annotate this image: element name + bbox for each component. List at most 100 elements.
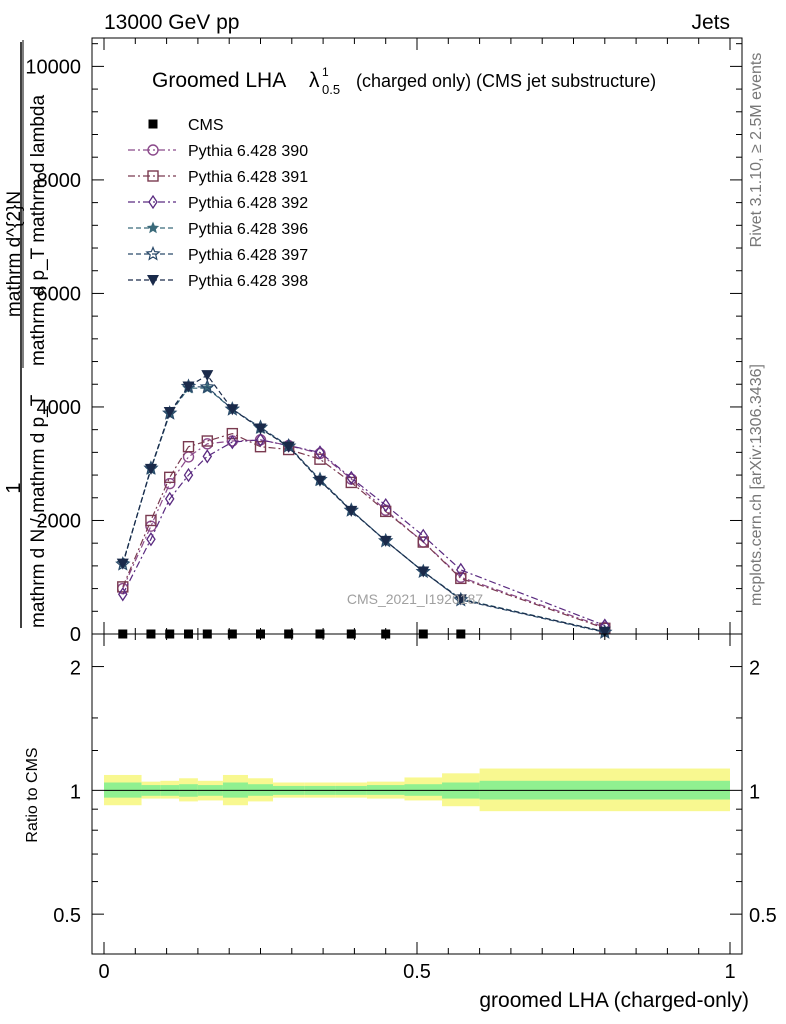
legend-label: Pythia 6.428 398 [188,273,308,290]
series-3-point [418,528,429,543]
ratio-ylabel: Ratio to CMS [24,747,41,842]
plot-title: Groomed LHA λ 1 0.5 (charged only) (CMS … [152,65,656,97]
ylabel-fraction-top: mathrm d^{2}N [4,191,25,317]
y-tick-label: 6000 [37,283,82,305]
ratio-y-tick-label-right: 0.5 [749,905,777,927]
legend-entry: Pythia 6.428 391 [128,169,308,186]
series-3-point [315,445,325,460]
series-3-point [346,470,357,486]
series-3-point [202,449,213,464]
series-2-point [254,440,267,453]
title-lambda: λ [309,69,320,92]
series-6-point [417,566,430,578]
series-2-point [164,471,176,484]
legend-marker [147,170,159,182]
y-tick-label: 4000 [37,397,82,419]
legend-marker [146,221,160,234]
series-6-point [345,505,358,517]
series-3-point [117,587,128,602]
ylabel-denominator: mathrm d N / mathrm d p_T [28,394,49,628]
rivet-label: Rivet 3.1.10, ≥ 2.5M events [748,53,765,248]
series-2-point [455,572,467,585]
legend-marker [148,119,158,129]
series-3-point [456,562,466,578]
series-3-line [122,439,606,627]
series-6-point [598,626,611,638]
ratio-bands [104,768,730,812]
y-tick-label: 8000 [37,170,82,192]
series-6-point [144,463,157,475]
x-tick-label: 1 [724,961,735,983]
series-6-point [163,407,176,419]
title-sup: 1 [322,65,329,79]
ylabel-fraction-bottom: mathrm d p_T mathrm d lambda [28,95,49,366]
ratio-panel: 0.5 0.5 1 1 2 2 0 0.5 1 [53,633,777,983]
series-6 [116,370,611,638]
legend-label: Pythia 6.428 392 [188,195,308,212]
series-3-point [146,532,156,547]
watermark: CMS_2021_I1920187 [347,591,483,607]
ratio-frame [91,633,743,955]
series-6-point [116,558,129,570]
header-left: 13000 GeV pp [104,11,239,34]
series-6-point [313,475,326,487]
legend-label: Pythia 6.428 396 [188,221,308,238]
legend-label: CMS [188,117,224,134]
ylabel-numerator: 1 [3,482,25,493]
ratio-axes: 0.5 0.5 1 1 2 2 0 0.5 1 [53,634,777,983]
series-6-point [201,370,214,382]
series-6-point [454,594,467,606]
main-axes: 0 2000 4000 6000 8000 10000 [25,38,742,646]
ratio-y-tick-label-right: 1 [749,781,760,803]
series-2-point [226,427,239,440]
legend-marker [147,144,159,156]
series-2-point [117,581,129,593]
legend-label: Pythia 6.428 390 [188,143,308,160]
legend-entry: Pythia 6.428 397 [128,245,308,264]
x-tick-label: 0.5 [403,961,431,983]
legend-entry: Pythia 6.428 398 [128,273,308,290]
series-1-point [164,477,176,490]
series-6-point [282,441,295,453]
series-3-point [380,497,391,513]
series-6-point [254,423,267,435]
ratio-y-tick-label: 2 [70,658,81,680]
series-2-point [201,435,213,447]
legend: CMS Pythia 6.428 390 Pythia 6.428 391 Pythi… [128,117,308,290]
series-6-point [379,535,392,547]
series-3-point [255,432,266,448]
legend-entry: Pythia 6.428 396 [128,221,308,238]
title-suffix: (charged only) (CMS jet substructure) [356,71,656,91]
ratio-y-tick-label: 0.5 [53,905,81,927]
x-axis-label: groomed LHA (charged-only) [479,989,749,1012]
legend-entry: Pythia 6.428 392 [128,194,308,212]
series-5-point [199,379,215,394]
series-6-point [226,404,239,416]
header-right: Jets [691,11,730,34]
y-tick-label: 2000 [37,510,82,532]
series-3-point [183,467,194,483]
mcplots-label: mcplots.cern.ch [arXiv:1306.3436] [748,364,765,606]
series-6-point [182,381,195,393]
series-2-point [145,514,157,527]
legend-label: Pythia 6.428 391 [188,169,308,186]
title-sub: 0.5 [322,82,340,97]
series-2-point [314,453,326,465]
series-1-point [182,451,195,463]
series-2 [117,427,611,635]
series-2-point [182,440,195,453]
y-tick-label: 0 [70,624,81,646]
y-tick-label: 10000 [25,56,81,78]
main-ylabel: 1 mathrm d N / mathrm d p_T mathrm d^{2}… [3,40,49,628]
ratio-y-tick-label-right: 2 [749,658,760,680]
legend-label: Pythia 6.428 397 [188,247,308,264]
series-2-point [380,505,392,518]
series-3-point [164,491,175,507]
x-tick-label: 0 [98,961,109,983]
legend-marker [145,245,161,261]
ratio-y-tick-label: 1 [70,781,81,803]
legend-entry: Pythia 6.428 390 [128,143,308,160]
legend-entry: CMS [148,117,224,134]
series-2-point [417,536,429,548]
